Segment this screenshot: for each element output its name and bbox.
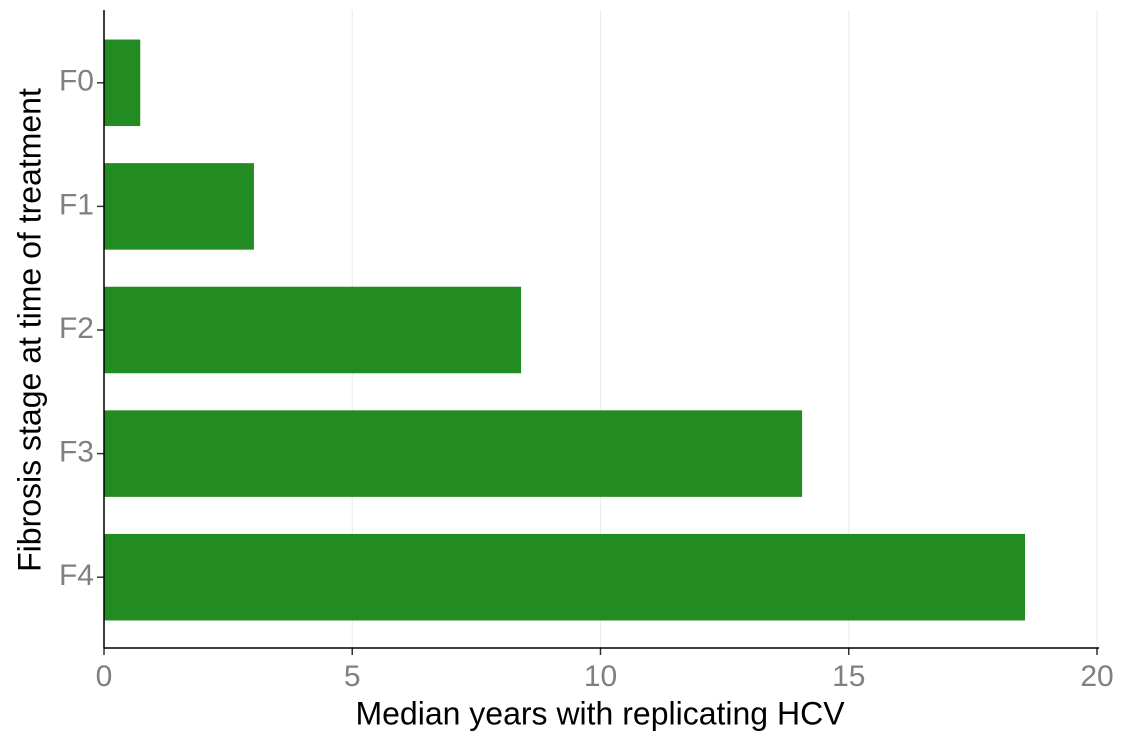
bar [104, 533, 1026, 621]
x-axis-title: Median years with replicating HCV [355, 695, 845, 731]
bar [104, 410, 803, 497]
y-tick-label: F0 [59, 65, 94, 98]
x-tick-label: 5 [344, 660, 361, 693]
x-tick-label: 15 [832, 660, 865, 693]
y-tick-label: F1 [59, 188, 94, 221]
x-tick-label: 20 [1080, 660, 1113, 693]
y-tick-label: F3 [59, 436, 94, 469]
bar [104, 163, 254, 250]
x-tick-label: 0 [96, 660, 113, 693]
y-axis-title: Fibrosis stage at time of treatment [11, 88, 47, 572]
y-tick-label: F2 [59, 312, 94, 345]
bar [104, 39, 141, 127]
x-tick-label: 10 [584, 660, 617, 693]
y-tick-label: F4 [59, 559, 94, 592]
bar [104, 286, 522, 374]
